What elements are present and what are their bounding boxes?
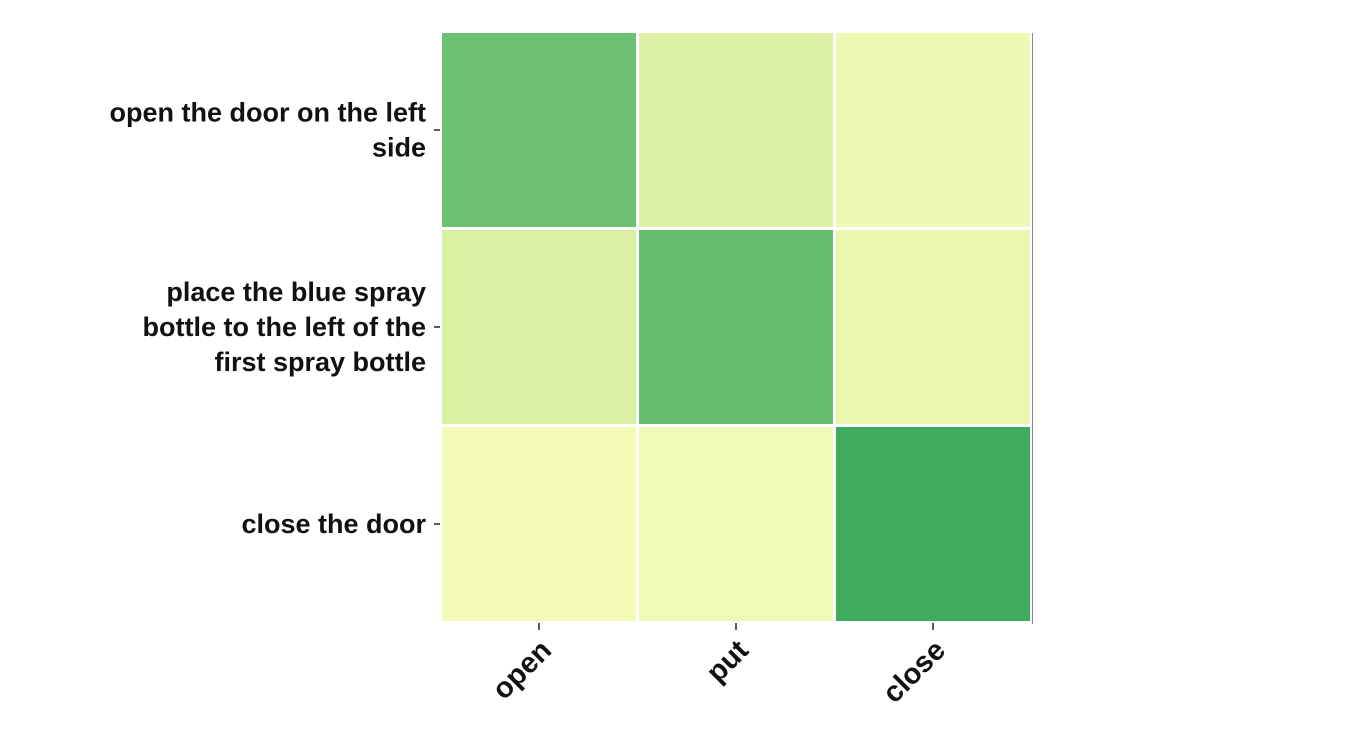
x-tick-label-0: open: [486, 634, 558, 706]
heatmap-cell-r0-c0: [442, 33, 636, 227]
y-tick-label-line: place the blue spray: [166, 277, 426, 307]
y-tick-label-line: close the door: [241, 509, 426, 539]
heatmap-cell-r1-c1: [639, 230, 833, 424]
heatmap-cell-r2-c1: [639, 427, 833, 621]
heatmap-cell-r2-c0: [442, 427, 636, 621]
heatmap-cell-r1-c2: [836, 230, 1030, 424]
y-tick-label-2: close the door: [241, 509, 426, 539]
y-tick-label-line: open the door on the left: [110, 98, 426, 128]
heatmap-cell-r2-c2: [836, 427, 1030, 621]
y-tick-label-line: first spray bottle: [214, 347, 426, 377]
y-tick-label-1: place the blue spray bottle to the left o…: [143, 277, 426, 377]
heatmap-cells: [442, 33, 1033, 624]
y-tick-label-line: bottle to the left of the: [143, 312, 426, 342]
x-axis: open put close: [486, 623, 952, 709]
heatmap-cell-r0-c2: [836, 33, 1030, 227]
y-axis: open the door on the left side place the b…: [110, 98, 440, 539]
x-tick-label-2: close: [877, 634, 952, 709]
y-tick-label-0: open the door on the left side: [110, 98, 426, 163]
heatmap-cell-r1-c0: [442, 230, 636, 424]
y-tick-label-line: side: [372, 133, 426, 163]
heatmap-cell-r0-c1: [639, 33, 833, 227]
x-tick-label-1: put: [700, 634, 755, 689]
